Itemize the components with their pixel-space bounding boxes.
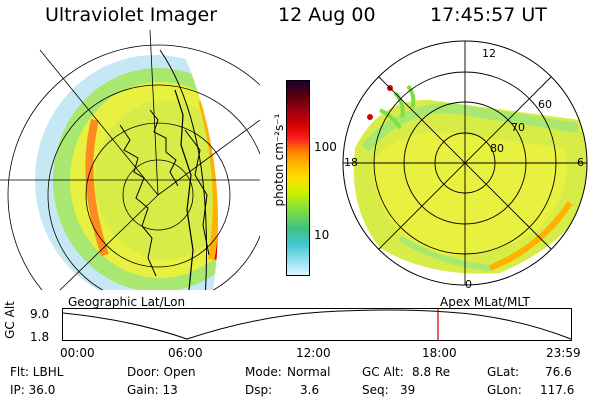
altitude-ytick-bottom: 1.8: [30, 330, 50, 344]
colorbar-tick-100: 100: [314, 140, 337, 154]
xtick-0000: 00:00: [60, 346, 95, 360]
xtick-0600: 06:00: [168, 346, 203, 360]
mlt-label-0: 0: [465, 278, 472, 291]
mlt-label-18: 18: [344, 156, 358, 169]
dsp-value: 3.6: [300, 383, 320, 397]
glon-value: 117.6: [540, 383, 575, 397]
altitude-plot: [62, 308, 572, 341]
colorbar-tick-10: 10: [314, 228, 330, 242]
lat-label-80: 80: [490, 142, 504, 155]
filter-info: Flt: LBHL: [10, 365, 64, 379]
lat-label-70: 70: [511, 121, 525, 134]
lat-label-60: 60: [538, 98, 552, 111]
seq-value: 39: [400, 383, 416, 397]
right-panel-caption: Apex MLat/MLT: [440, 295, 530, 309]
door-info: Door: Open: [127, 365, 196, 379]
glon-label: GLon:: [487, 383, 522, 397]
altitude-ytick-top: 9.0: [30, 307, 50, 321]
image-time: 17:45:57 UT: [430, 4, 547, 26]
xtick-2359: 23:59: [546, 346, 581, 360]
gain-info: Gain: 13: [127, 383, 178, 397]
gc-alt-label: GC Alt:: [362, 365, 404, 379]
colorbar-unit-label: photon cm⁻²s⁻¹: [272, 113, 286, 207]
seq-label: Seq:: [362, 383, 389, 397]
mode-label: Mode:: [245, 365, 282, 379]
ip-info: IP: 36.0: [10, 383, 56, 397]
mlt-label-12: 12: [482, 47, 496, 60]
geographic-map: [0, 30, 260, 290]
gc-alt-value: 8.8 Re: [412, 365, 451, 379]
mlat-mlt-plot: [342, 40, 588, 286]
colorbar: [286, 80, 310, 276]
altitude-ylabel: GC Alt: [3, 301, 17, 339]
xtick-1800: 18:00: [422, 346, 457, 360]
mlt-label-6: 6: [577, 156, 584, 169]
mode-value: Normal: [287, 365, 331, 379]
image-date: 12 Aug 00: [278, 4, 376, 26]
dsp-label: Dsp:: [245, 383, 273, 397]
glat-value: 76.6: [545, 365, 572, 379]
instrument-title: Ultraviolet Imager: [45, 4, 218, 26]
glat-label: GLat:: [487, 365, 520, 379]
xtick-1200: 12:00: [296, 346, 331, 360]
left-panel-caption: Geographic Lat/Lon: [68, 295, 186, 309]
